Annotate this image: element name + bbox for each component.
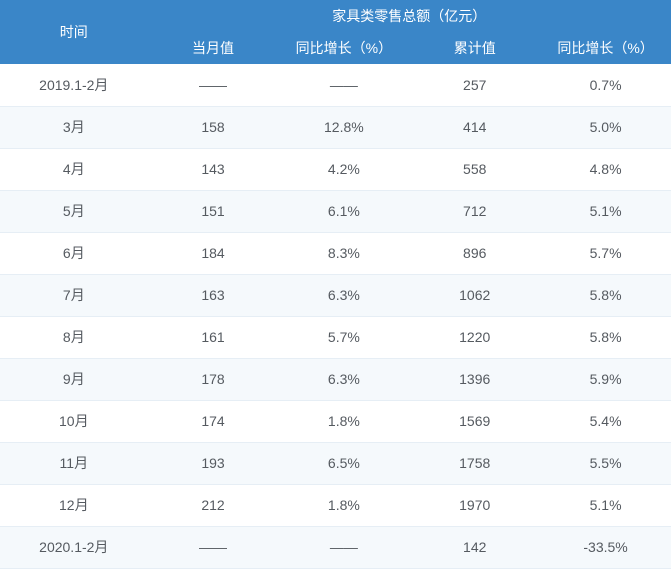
- table-cell: 4月: [0, 148, 148, 190]
- table-cell: 5.8%: [540, 274, 671, 316]
- table-cell: 10月: [0, 400, 148, 442]
- table-cell: 2019.1-2月: [0, 64, 148, 106]
- table-row: 11月1936.5%17585.5%: [0, 442, 671, 484]
- table-cell: 5.4%: [540, 400, 671, 442]
- table-cell: 6.5%: [278, 442, 409, 484]
- col-month-yoy: 同比增长（%）: [278, 32, 409, 64]
- table-row: 2020.1-2月————142-33.5%: [0, 526, 671, 568]
- table-cell: ——: [148, 64, 279, 106]
- table-cell: -33.5%: [540, 526, 671, 568]
- table-cell: 414: [409, 106, 540, 148]
- table-cell: 5月: [0, 190, 148, 232]
- table-cell: 257: [409, 64, 540, 106]
- retail-table: 时间 家具类零售总额（亿元） 当月值 同比增长（%） 累计值 同比增长（%） 2…: [0, 0, 671, 569]
- table-cell: 7月: [0, 274, 148, 316]
- table-cell: 193: [148, 442, 279, 484]
- table-cell: 11月: [0, 442, 148, 484]
- col-group: 家具类零售总额（亿元）: [148, 0, 671, 32]
- table-cell: 163: [148, 274, 279, 316]
- table-cell: 9月: [0, 358, 148, 400]
- table-row: 3月15812.8%4145.0%: [0, 106, 671, 148]
- table-cell: 1220: [409, 316, 540, 358]
- table-cell: 6.3%: [278, 358, 409, 400]
- table-header: 时间 家具类零售总额（亿元） 当月值 同比增长（%） 累计值 同比增长（%）: [0, 0, 671, 64]
- table-cell: 1758: [409, 442, 540, 484]
- table-cell: 2020.1-2月: [0, 526, 148, 568]
- table-cell: 5.0%: [540, 106, 671, 148]
- table-cell: 558: [409, 148, 540, 190]
- table-cell: 5.7%: [278, 316, 409, 358]
- table-cell: 151: [148, 190, 279, 232]
- table-cell: 4.2%: [278, 148, 409, 190]
- table-row: 5月1516.1%7125.1%: [0, 190, 671, 232]
- col-cumulative-yoy: 同比增长（%）: [540, 32, 671, 64]
- table-cell: 12月: [0, 484, 148, 526]
- table-row: 12月2121.8%19705.1%: [0, 484, 671, 526]
- table-cell: 5.1%: [540, 190, 671, 232]
- table-cell: 1.8%: [278, 484, 409, 526]
- table-cell: 6月: [0, 232, 148, 274]
- table-cell: 6.3%: [278, 274, 409, 316]
- table-row: 4月1434.2%5584.8%: [0, 148, 671, 190]
- table-cell: 5.7%: [540, 232, 671, 274]
- table-cell: 1.8%: [278, 400, 409, 442]
- table-cell: 5.5%: [540, 442, 671, 484]
- table-cell: 5.9%: [540, 358, 671, 400]
- table-cell: 712: [409, 190, 540, 232]
- table-cell: 5.1%: [540, 484, 671, 526]
- table-cell: 158: [148, 106, 279, 148]
- table-row: 8月1615.7%12205.8%: [0, 316, 671, 358]
- table-cell: 178: [148, 358, 279, 400]
- col-month-value: 当月值: [148, 32, 279, 64]
- table-cell: 161: [148, 316, 279, 358]
- table-cell: 4.8%: [540, 148, 671, 190]
- table-cell: 0.7%: [540, 64, 671, 106]
- table-cell: 174: [148, 400, 279, 442]
- table-cell: 6.1%: [278, 190, 409, 232]
- col-cumulative: 累计值: [409, 32, 540, 64]
- table-cell: 8月: [0, 316, 148, 358]
- table-cell: 142: [409, 526, 540, 568]
- table-row: 9月1786.3%13965.9%: [0, 358, 671, 400]
- col-time: 时间: [0, 0, 148, 64]
- table-cell: 143: [148, 148, 279, 190]
- table-cell: 1569: [409, 400, 540, 442]
- table-cell: 212: [148, 484, 279, 526]
- table-cell: 1970: [409, 484, 540, 526]
- table-cell: ——: [278, 64, 409, 106]
- table-cell: ——: [278, 526, 409, 568]
- table-cell: 12.8%: [278, 106, 409, 148]
- table-row: 10月1741.8%15695.4%: [0, 400, 671, 442]
- table-cell: 184: [148, 232, 279, 274]
- table-cell: 896: [409, 232, 540, 274]
- table-cell: 5.8%: [540, 316, 671, 358]
- table-row: 2019.1-2月————2570.7%: [0, 64, 671, 106]
- table-cell: 1062: [409, 274, 540, 316]
- table-row: 6月1848.3%8965.7%: [0, 232, 671, 274]
- table-cell: 1396: [409, 358, 540, 400]
- table-row: 7月1636.3%10625.8%: [0, 274, 671, 316]
- table-cell: 3月: [0, 106, 148, 148]
- table-cell: 8.3%: [278, 232, 409, 274]
- table-body: 2019.1-2月————2570.7%3月15812.8%4145.0%4月1…: [0, 64, 671, 568]
- table-cell: ——: [148, 526, 279, 568]
